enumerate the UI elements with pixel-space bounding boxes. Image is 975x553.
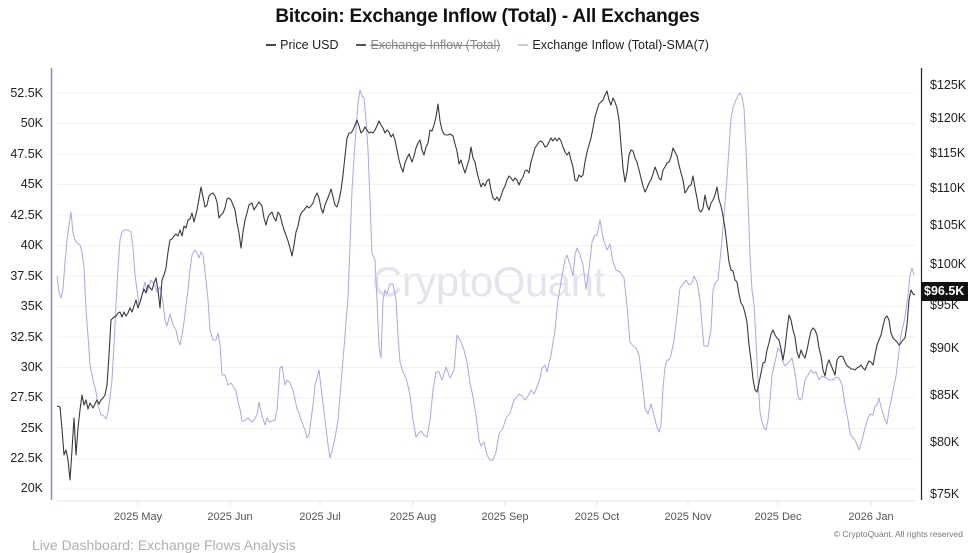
x-tick-label: 2025 Nov: [664, 511, 712, 523]
y-tick-label: 32.5K: [10, 330, 43, 344]
y-tick-label: 37.5K: [10, 269, 43, 283]
y-tick-label: 42.5K: [10, 208, 43, 222]
footer-caption: Live Dashboard: Exchange Flows Analysis: [32, 537, 296, 553]
y-tick-label: 22.5K: [10, 451, 43, 465]
gridlines: [57, 92, 915, 490]
y-tick-label: 50K: [20, 116, 43, 130]
chart-title: Bitcoin: Exchange Inflow (Total) - All E…: [275, 6, 700, 27]
legend-label: Price USD: [280, 38, 339, 52]
copyright-text: © CryptoQuant. All rights reserved: [833, 529, 963, 539]
x-tick-label: 2025 Oct: [574, 511, 620, 523]
legend-item-price-usd[interactable]: Price USD: [266, 38, 338, 52]
x-tick-label: 2025 Aug: [389, 511, 437, 523]
y-tick-label: 40K: [20, 238, 43, 252]
x-axis: [57, 500, 915, 506]
y-tick-label: $95K: [930, 298, 960, 312]
x-tick-label: 2025 Sep: [481, 511, 529, 523]
legend-line-icon: [266, 44, 277, 46]
y-tick-label: $125K: [930, 78, 967, 92]
y-tick-label: 30K: [20, 360, 43, 374]
y-tick-label: 47.5K: [10, 147, 43, 161]
y-tick-label: 20K: [20, 481, 43, 495]
x-tick-label: 2025 Jun: [207, 511, 253, 523]
y-tick-label: $90K: [930, 341, 960, 355]
y-tick-label: $120K: [930, 111, 967, 125]
x-tick-label: 2025 May: [113, 511, 163, 523]
current-price-tag: $96.5K: [921, 282, 969, 301]
x-tick-label: 2025 Dec: [754, 511, 802, 523]
y-tick-label: 45K: [20, 177, 43, 191]
legend-line-icon: [518, 44, 529, 46]
series-price-usd[interactable]: [56, 90, 916, 481]
y-tick-label: $115K: [930, 146, 966, 160]
legend-item-exchange-inflow-sma7[interactable]: Exchange Inflow (Total)-SMA(7): [518, 38, 709, 52]
legend-line-icon: [356, 44, 367, 46]
y-tick-label: $80K: [930, 435, 960, 449]
y-tick-label: $100K: [930, 257, 967, 271]
series-exchange-inflow-sma7[interactable]: [56, 89, 915, 461]
x-tick-label: 2025 Jul: [299, 511, 341, 523]
y-tick-label: $85K: [930, 388, 960, 402]
y-tick-label: $105K: [930, 218, 967, 232]
y-tick-label: 52.5K: [10, 86, 43, 100]
y-tick-label: 27.5K: [10, 390, 43, 404]
x-tick-label: 2026 Jan: [848, 511, 894, 523]
y-tick-label: 25K: [20, 421, 43, 435]
legend-item-exchange-inflow-total[interactable]: Exchange Inflow (Total): [356, 38, 500, 52]
legend-label: Exchange Inflow (Total): [370, 38, 501, 52]
legend-label: Exchange Inflow (Total)-SMA(7): [532, 38, 709, 52]
chart-legend: Price USD Exchange Inflow (Total) Exchan…: [0, 38, 975, 52]
watermark: CryptoQuant: [372, 258, 605, 305]
y-tick-label: $75K: [930, 487, 960, 501]
y-tick-label: $110K: [930, 181, 966, 195]
y-tick-label: 35K: [20, 299, 43, 313]
